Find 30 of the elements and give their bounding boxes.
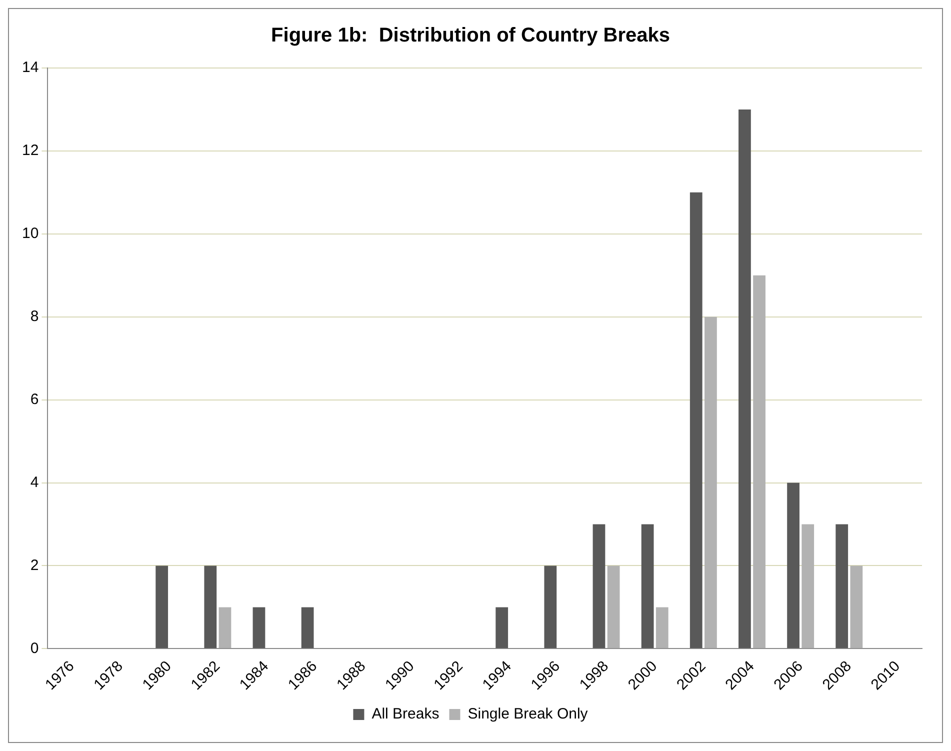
y-tick-label: 0 (30, 640, 39, 657)
bar (690, 192, 702, 648)
bar (592, 524, 606, 648)
y-tick-label: 12 (22, 142, 39, 160)
bar (704, 316, 717, 648)
legend-label: Single Break Only (468, 706, 588, 723)
bar (607, 566, 620, 648)
y-tick-label: 14 (22, 59, 39, 76)
chart-title: Figure 1b: Distribution of Country Breaks (271, 24, 670, 47)
bar (156, 566, 168, 648)
y-tick-label: 4 (30, 474, 39, 491)
bar (496, 607, 508, 648)
bar (850, 566, 863, 648)
bar (802, 524, 814, 648)
bar (204, 566, 217, 648)
bar (544, 566, 557, 648)
bar (836, 524, 848, 648)
bar (787, 482, 800, 648)
y-tick-label: 6 (30, 390, 39, 408)
bar (252, 607, 266, 648)
bar (656, 607, 668, 648)
bar (738, 109, 751, 648)
y-tick-label: 8 (30, 308, 39, 325)
bar (218, 607, 232, 648)
bar (753, 275, 766, 648)
legend-label: All Breaks (372, 706, 440, 723)
bar (301, 607, 314, 648)
y-tick-label: 10 (22, 225, 39, 242)
bar (641, 524, 654, 648)
y-tick-label: 2 (30, 556, 39, 574)
